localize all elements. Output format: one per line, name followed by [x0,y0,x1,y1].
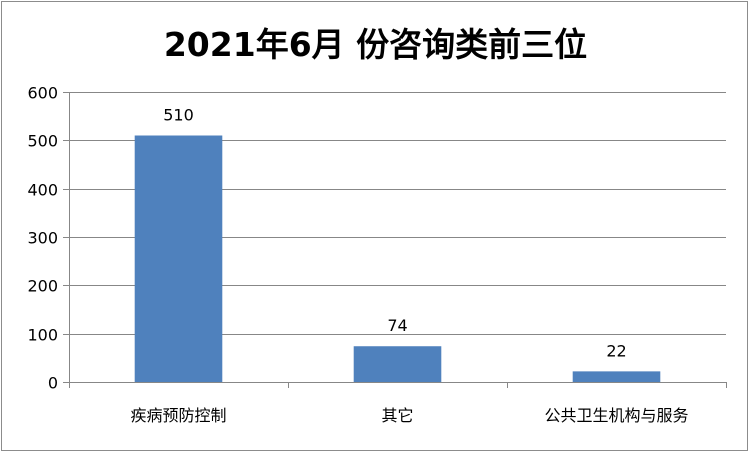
y-tick-label: 100 [27,326,58,345]
data-label: 510 [163,106,194,125]
bar [572,371,661,382]
chart-title: 2021年6月 份咨询类前三位 [163,25,588,64]
category-label: 其它 [381,406,413,425]
data-label: 74 [387,316,407,335]
bar [134,135,223,382]
data-labels: 510 74 22 [163,106,626,361]
y-tick-label: 600 [27,84,58,103]
bars [134,135,661,382]
bar [353,346,442,382]
y-tick-label: 0 [48,374,58,393]
category-label: 公共卫生机构与服务 [544,406,688,425]
y-tick-label: 500 [27,132,58,151]
y-tick-label: 400 [27,181,58,200]
data-label: 22 [606,341,626,360]
y-axis-tick-labels: 0 100 200 300 400 500 600 [27,84,58,393]
y-tick-label: 200 [27,277,58,296]
y-tick-label: 300 [27,229,58,248]
category-labels: 疾病预防控制 其它 公共卫生机构与服务 [130,406,688,425]
category-label: 疾病预防控制 [130,406,226,425]
axes [63,92,727,388]
